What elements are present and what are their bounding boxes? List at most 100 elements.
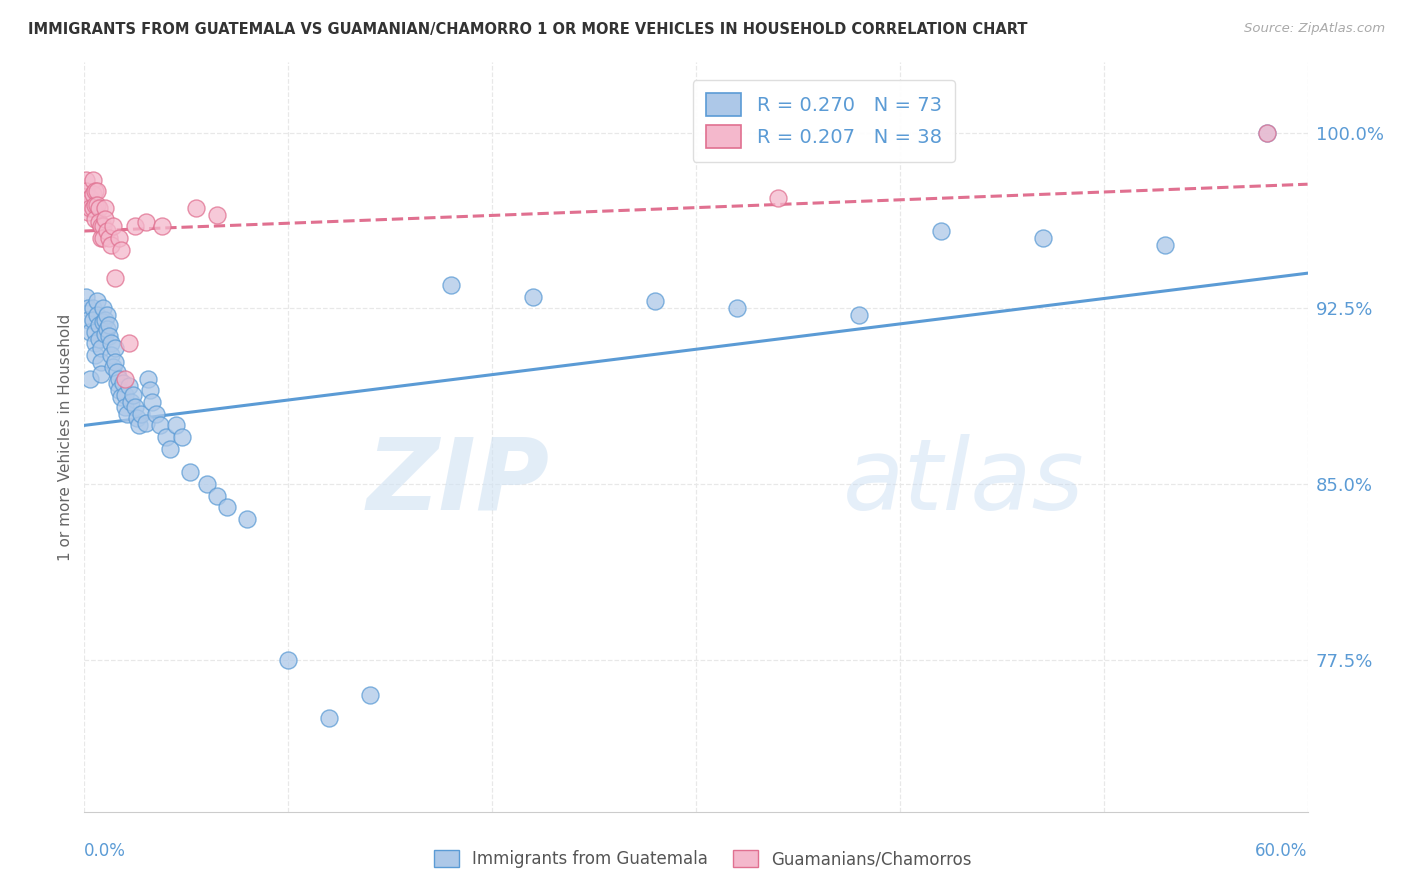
Point bbox=[96, 308, 118, 322]
Point bbox=[115, 407, 138, 421]
Point bbox=[105, 376, 128, 391]
Point bbox=[97, 318, 120, 332]
Point bbox=[205, 489, 228, 503]
Point bbox=[1154, 238, 1177, 252]
Point bbox=[79, 201, 101, 215]
Point bbox=[87, 332, 110, 346]
Point bbox=[318, 711, 340, 725]
Point bbox=[97, 231, 120, 245]
Point bbox=[131, 407, 153, 421]
Point bbox=[135, 416, 157, 430]
Point bbox=[104, 355, 127, 369]
Point bbox=[90, 355, 112, 369]
Point bbox=[93, 313, 115, 327]
Point bbox=[145, 407, 167, 421]
Point bbox=[91, 301, 114, 316]
Point bbox=[217, 500, 239, 515]
Point bbox=[114, 371, 136, 385]
Point bbox=[124, 219, 146, 234]
Point bbox=[277, 652, 299, 666]
Point bbox=[90, 367, 112, 381]
Point bbox=[108, 231, 131, 245]
Legend: R = 0.270   N = 73, R = 0.207   N = 38: R = 0.270 N = 73, R = 0.207 N = 38 bbox=[693, 79, 955, 161]
Point bbox=[82, 313, 104, 327]
Point bbox=[135, 214, 157, 228]
Point bbox=[83, 336, 105, 351]
Point bbox=[82, 172, 104, 186]
Point bbox=[75, 184, 97, 198]
Point bbox=[91, 219, 114, 234]
Point bbox=[91, 231, 114, 245]
Point bbox=[165, 418, 187, 433]
Point bbox=[83, 212, 105, 227]
Point bbox=[205, 208, 228, 222]
Point bbox=[929, 224, 952, 238]
Point bbox=[77, 195, 100, 210]
Point bbox=[90, 231, 112, 245]
Point bbox=[101, 219, 124, 234]
Point bbox=[96, 224, 118, 238]
Point bbox=[110, 243, 132, 257]
Point bbox=[118, 378, 141, 392]
Point bbox=[91, 315, 114, 329]
Point bbox=[136, 371, 159, 385]
Text: 0.0%: 0.0% bbox=[84, 842, 127, 860]
Point bbox=[522, 289, 544, 303]
Point bbox=[77, 301, 100, 316]
Point bbox=[83, 184, 105, 198]
Point bbox=[848, 308, 870, 322]
Point bbox=[83, 348, 105, 362]
Point bbox=[101, 359, 124, 374]
Point bbox=[108, 384, 131, 398]
Point bbox=[112, 376, 135, 391]
Text: Source: ZipAtlas.com: Source: ZipAtlas.com bbox=[1244, 22, 1385, 36]
Point bbox=[97, 329, 120, 343]
Point bbox=[104, 271, 127, 285]
Point bbox=[100, 336, 122, 351]
Point bbox=[186, 201, 208, 215]
Point bbox=[644, 294, 666, 309]
Point bbox=[150, 219, 173, 234]
Text: ZIP: ZIP bbox=[366, 434, 550, 531]
Point bbox=[90, 341, 112, 355]
Point bbox=[93, 327, 115, 342]
Point bbox=[77, 313, 100, 327]
Point bbox=[128, 418, 150, 433]
Point bbox=[100, 348, 122, 362]
Point bbox=[93, 201, 115, 215]
Point bbox=[90, 219, 112, 234]
Point bbox=[79, 191, 101, 205]
Point bbox=[86, 184, 108, 198]
Point bbox=[1256, 126, 1278, 140]
Point bbox=[87, 201, 110, 215]
Point bbox=[110, 390, 132, 404]
Point bbox=[440, 277, 463, 292]
Point bbox=[79, 325, 101, 339]
Point bbox=[114, 400, 136, 414]
Point bbox=[236, 512, 259, 526]
Point bbox=[82, 301, 104, 316]
Point bbox=[725, 301, 748, 316]
Point bbox=[79, 371, 101, 385]
Y-axis label: 1 or more Vehicles in Household: 1 or more Vehicles in Household bbox=[58, 313, 73, 561]
Text: IMMIGRANTS FROM GUATEMALA VS GUAMANIAN/CHAMORRO 1 OR MORE VEHICLES IN HOUSEHOLD : IMMIGRANTS FROM GUATEMALA VS GUAMANIAN/C… bbox=[28, 22, 1028, 37]
Point bbox=[86, 308, 108, 322]
Point bbox=[149, 418, 172, 433]
Point bbox=[108, 371, 131, 385]
Point bbox=[1256, 126, 1278, 140]
Point bbox=[75, 172, 97, 186]
Text: atlas: atlas bbox=[842, 434, 1084, 531]
Point bbox=[1032, 231, 1054, 245]
Point bbox=[172, 430, 194, 444]
Point bbox=[118, 336, 141, 351]
Text: 60.0%: 60.0% bbox=[1256, 842, 1308, 860]
Point bbox=[127, 411, 149, 425]
Point bbox=[77, 205, 100, 219]
Point bbox=[100, 238, 122, 252]
Point bbox=[105, 365, 128, 379]
Point bbox=[83, 325, 105, 339]
Point bbox=[122, 388, 145, 402]
Point bbox=[155, 430, 177, 444]
Point bbox=[86, 294, 108, 309]
Point bbox=[766, 191, 789, 205]
